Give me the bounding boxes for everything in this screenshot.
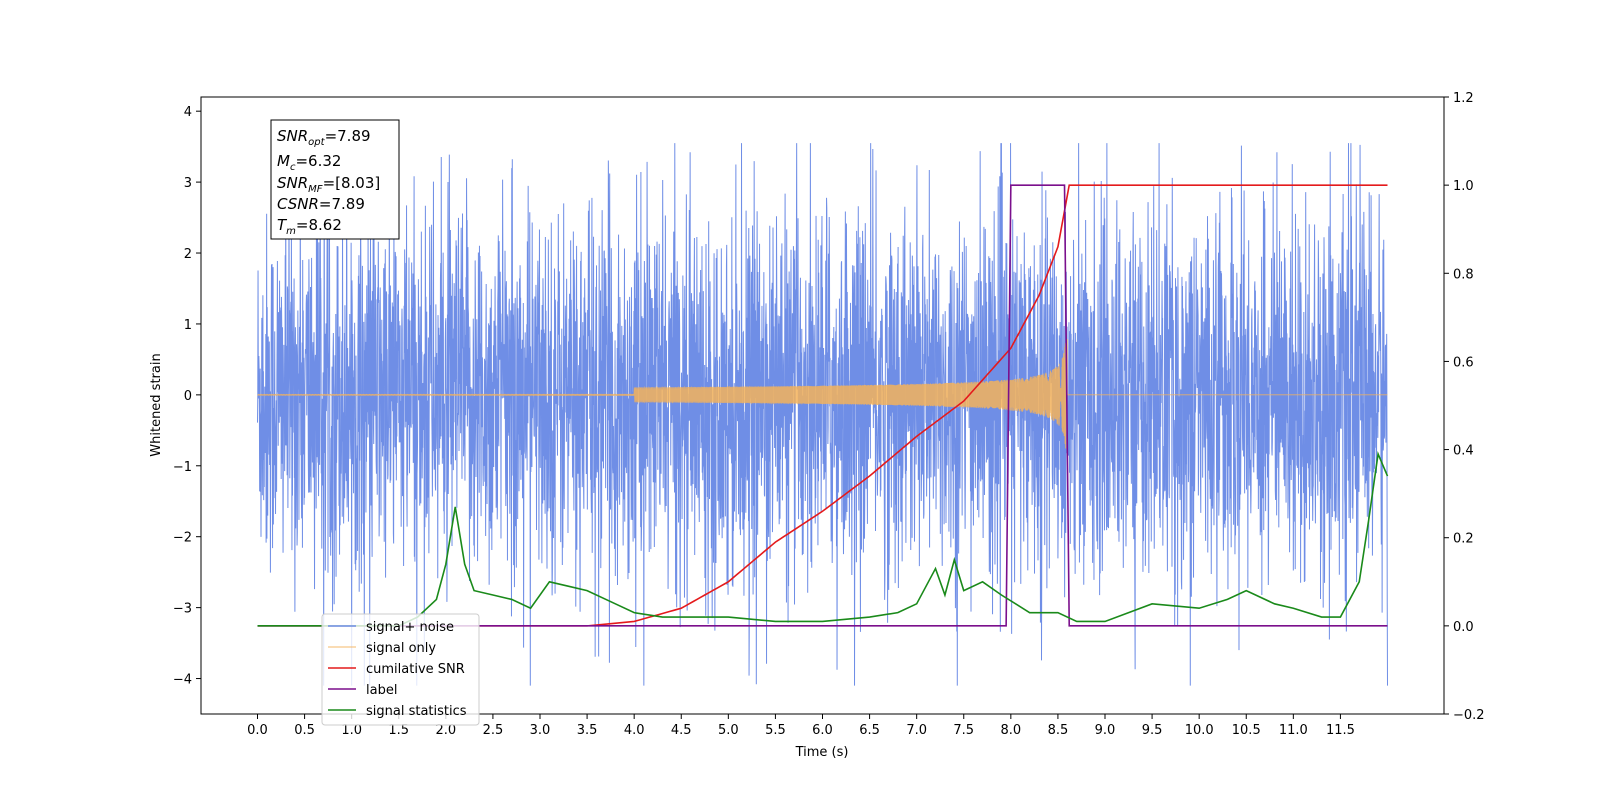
x-tick-label: 10.5 xyxy=(1232,723,1261,738)
x-tick-label: 3.5 xyxy=(577,723,598,738)
y-tick-label: 0 xyxy=(184,389,192,404)
x-tick-label: 8.5 xyxy=(1048,723,1069,738)
info-tm: Tm=8.62 xyxy=(277,216,342,237)
legend-label-signal-noise: signal+ noise xyxy=(366,620,454,635)
x-tick-label: 11.5 xyxy=(1326,723,1355,738)
y2-tick-label: −0.2 xyxy=(1453,708,1485,723)
y2-tick-label: 1.0 xyxy=(1453,179,1474,194)
x-tick-label: 4.0 xyxy=(624,723,645,738)
info-box: SNRopt=7.89 Mc=6.32 SNRMF=[8.03] CSNR=7.… xyxy=(270,119,400,240)
x-tick-label: 9.0 xyxy=(1095,723,1116,738)
legend-frame xyxy=(321,613,480,726)
y2-tick-label: 0.8 xyxy=(1453,267,1474,282)
legend-label-label: label xyxy=(366,683,397,698)
legend-label-cumulative-snr: cumilative SNR xyxy=(366,662,465,677)
x-tick-label: 6.5 xyxy=(859,723,880,738)
x-tick-label: 10.0 xyxy=(1185,723,1214,738)
series-signal-noise xyxy=(257,143,1388,686)
legend: signal+ noise signal only cumilative SNR… xyxy=(321,613,480,726)
y-tick-label: 3 xyxy=(184,176,192,191)
x-tick-label: 8.0 xyxy=(1000,723,1021,738)
x-tick-label: 3.0 xyxy=(530,723,551,738)
series-label xyxy=(257,184,1388,627)
info-csnr: CSNR=7.89 xyxy=(277,195,365,213)
y2-tick-label: 0.4 xyxy=(1453,444,1474,459)
y-axis-ticks: 4 3 2 1 0 −1 −2 −3 −4 xyxy=(173,105,201,688)
info-snr-opt: SNRopt=7.89 xyxy=(277,127,371,148)
x-tick-label: 0.5 xyxy=(294,723,315,738)
y-tick-label: 2 xyxy=(184,247,192,262)
y2-axis-ticks: 1.2 1.0 0.8 0.6 0.4 0.2 0.0 −0.2 xyxy=(1444,91,1485,723)
x-tick-label: 2.0 xyxy=(435,723,456,738)
y-axis-label: Whitened strain xyxy=(149,353,164,456)
x-tick-label: 7.5 xyxy=(953,723,974,738)
legend-label-signal-statistics: signal statistics xyxy=(366,704,467,719)
y2-tick-label: 1.2 xyxy=(1453,91,1474,106)
y-tick-label: 4 xyxy=(184,105,192,120)
x-tick-label: 2.5 xyxy=(483,723,504,738)
info-mc: Mc=6.32 xyxy=(277,152,341,173)
x-tick-label: 9.5 xyxy=(1142,723,1163,738)
x-tick-label: 11.0 xyxy=(1279,723,1308,738)
x-tick-label: 4.5 xyxy=(671,723,692,738)
series-signal-only xyxy=(257,338,1388,449)
series-signal-statistics xyxy=(257,451,1389,627)
x-tick-label: 0.0 xyxy=(247,723,268,738)
y-tick-label: −2 xyxy=(173,531,192,546)
y2-tick-label: 0.6 xyxy=(1453,355,1474,370)
y-tick-label: −1 xyxy=(173,460,192,475)
y2-tick-label: 0.2 xyxy=(1453,532,1474,547)
series-cumulative-snr xyxy=(257,184,1388,627)
x-tick-label: 1.5 xyxy=(388,723,409,738)
info-snr-mf: SNRMF=[8.03] xyxy=(277,174,380,195)
y-tick-label: −3 xyxy=(173,602,192,617)
y-tick-label: −4 xyxy=(173,673,192,688)
y2-tick-label: 0.0 xyxy=(1453,620,1474,635)
x-tick-label: 6.0 xyxy=(812,723,833,738)
x-axis-label: Time (s) xyxy=(795,745,849,760)
series-layer xyxy=(257,143,1389,686)
x-tick-label: 5.5 xyxy=(765,723,786,738)
info-box-frame xyxy=(270,119,400,240)
x-tick-label: 5.0 xyxy=(718,723,739,738)
legend-label-signal-only: signal only xyxy=(366,641,436,656)
x-axis-ticks: 0.0 0.5 1.0 1.5 2.0 2.5 3.0 3.5 4.0 4.5 5.0 5.5 6.0 6… xyxy=(247,714,1355,738)
x-tick-label: 7.0 xyxy=(906,723,927,738)
y-tick-label: 1 xyxy=(184,318,192,333)
x-tick-label: 1.0 xyxy=(341,723,362,738)
